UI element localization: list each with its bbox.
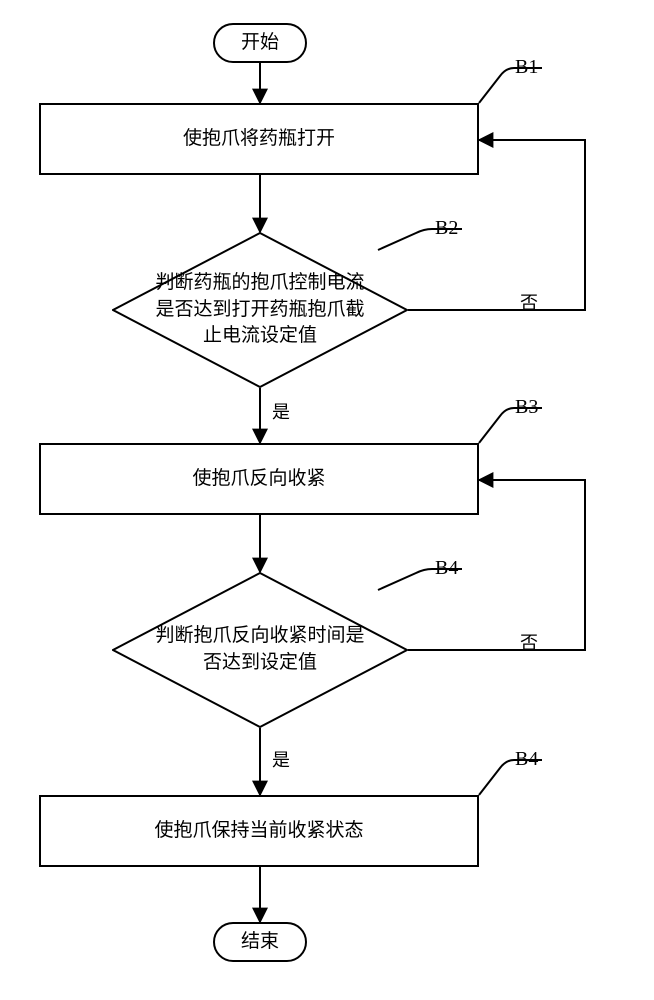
start-text: 开始 <box>241 30 279 57</box>
process-b1-text: 使抱爪将药瓶打开 <box>183 126 335 153</box>
start-node: 开始 <box>213 23 307 63</box>
decision-b4-text: 判断抱爪反向收紧时间是否达到设定值 <box>150 623 370 676</box>
process-b1: 使抱爪将药瓶打开 <box>39 103 479 175</box>
decision-b4: 判断抱爪反向收紧时间是否达到设定值 <box>112 572 408 728</box>
process-b5: 使抱爪保持当前收紧状态 <box>39 795 479 867</box>
flowchart-canvas: 开始 使抱爪将药瓶打开 判断药瓶的抱爪控制电流是否达到打开药瓶抱爪截止电流设定值… <box>0 0 654 1000</box>
edge-label-no1: 否 <box>520 289 538 315</box>
process-b5-text: 使抱爪保持当前收紧状态 <box>154 818 363 845</box>
end-text: 结束 <box>241 929 279 956</box>
decision-b2: 判断药瓶的抱爪控制电流是否达到打开药瓶抱爪截止电流设定值 <box>112 232 408 388</box>
edge-label-no2: 否 <box>520 629 538 655</box>
step-label-b1: B1 <box>515 56 538 79</box>
step-label-b3: B3 <box>515 396 538 419</box>
edge-label-yes2: 是 <box>272 746 290 772</box>
step-label-b5: B4 <box>515 748 538 771</box>
edge-label-yes1: 是 <box>272 398 290 424</box>
end-node: 结束 <box>213 922 307 962</box>
process-b3-text: 使抱爪反向收紧 <box>192 466 325 493</box>
step-label-b2: B2 <box>435 217 458 240</box>
step-label-b4: B4 <box>435 557 458 580</box>
process-b3: 使抱爪反向收紧 <box>39 443 479 515</box>
decision-b2-text: 判断药瓶的抱爪控制电流是否达到打开药瓶抱爪截止电流设定值 <box>150 270 370 350</box>
